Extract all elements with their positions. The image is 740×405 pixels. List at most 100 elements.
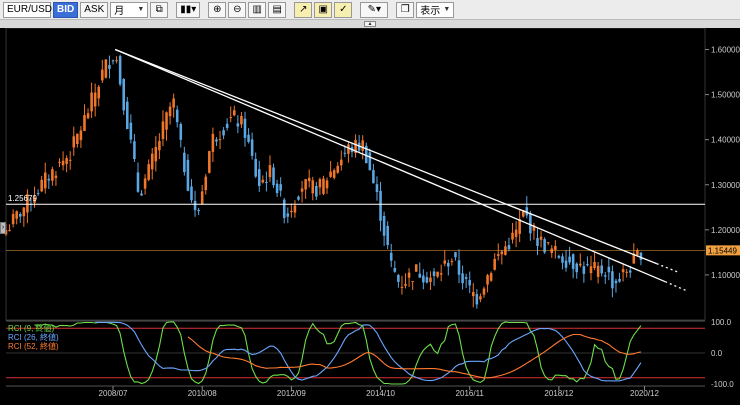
time-tick-label: 2008/07: [99, 389, 128, 398]
bull-candle: [150, 153, 154, 170]
bear-candle: [122, 79, 125, 111]
chart-grid: [5, 28, 706, 387]
symbol-select[interactable]: EUR/USD ▼: [3, 1, 62, 18]
bull-candle: [336, 165, 340, 173]
bear-candle: [257, 169, 261, 186]
bear-candle: [507, 245, 511, 250]
time-tick-label: 2016/11: [456, 389, 485, 398]
draw-tool-icon[interactable]: ✎▾: [360, 1, 389, 18]
bid-button[interactable]: BID: [53, 1, 79, 18]
bear-candle: [315, 186, 318, 197]
bear-candle: [136, 172, 140, 192]
bear-candle: [343, 152, 347, 154]
bull-candle: [15, 211, 18, 219]
bear-candle: [464, 277, 468, 279]
bull-candle: [400, 286, 404, 288]
bull-candle: [554, 245, 557, 250]
timeframe-value: 月: [114, 6, 125, 17]
bear-candle: [468, 279, 472, 286]
bear-candle: [265, 181, 268, 183]
fit-icon[interactable]: ▥: [248, 1, 267, 18]
bull-candle: [233, 110, 236, 116]
bear-candle: [575, 263, 579, 273]
bull-candle: [404, 283, 407, 286]
save-icon[interactable]: ✓: [334, 1, 353, 18]
bear-candle: [382, 215, 386, 236]
price-tick-label: 1.60000: [711, 46, 740, 55]
display-menu[interactable]: 表示 ▼: [416, 1, 455, 18]
bear-candle: [372, 170, 375, 184]
bull-candle: [22, 207, 26, 217]
bull-candle: [361, 140, 364, 151]
chart-axes: 1.60000 1.50000 1.40000 1.30000 1.20000 1.100…: [99, 46, 740, 398]
bull-candle: [79, 130, 83, 141]
collapse-handle[interactable]: ▴: [364, 21, 376, 27]
chart-toolbar: EUR/USD ▼ BID ASK 月 ▼ ⧉ ▮▮▾ ⊕ ⊖ ▥ ▤ ↗ ▣ …: [0, 0, 740, 20]
bull-candle: [154, 146, 158, 162]
bull-candle: [322, 178, 325, 194]
indicator-icon[interactable]: ↗: [294, 1, 313, 18]
bull-candle: [65, 158, 68, 164]
bear-candle: [286, 213, 290, 217]
bull-candle: [493, 258, 496, 270]
bear-candle: [571, 254, 575, 269]
bear-candle: [432, 271, 436, 276]
zoom-in-icon[interactable]: ⊕: [208, 1, 227, 18]
bull-candle: [40, 179, 43, 192]
link-icon[interactable]: ⧉: [150, 1, 169, 18]
zoom-out-icon[interactable]: ⊖: [228, 1, 247, 18]
bear-candle: [364, 145, 368, 164]
bull-candle: [340, 159, 343, 166]
bull-candle: [304, 179, 307, 190]
rci-series-line: [187, 333, 642, 379]
rci-legend-entry: RCI (26, 終値): [8, 332, 59, 342]
horizontal-line-label: 1.25679: [8, 194, 37, 203]
bull-candle: [115, 60, 118, 62]
bull-candle: [58, 161, 61, 163]
bull-candle: [347, 144, 350, 154]
bear-candle: [179, 124, 183, 140]
bull-candle: [83, 115, 86, 132]
rci-series-line: [34, 321, 642, 385]
rci-panel: 100.0 0.0 -100.0 RCI (9, 終値)RCI (26, 終値)RCI…: [6, 318, 734, 389]
bear-candle: [447, 262, 450, 267]
bear-candle: [368, 152, 372, 171]
template-icon[interactable]: ▣: [314, 1, 333, 18]
bear-candle: [543, 239, 546, 253]
left-panel-handle[interactable]: ›: [0, 222, 6, 234]
bull-candle: [496, 254, 500, 256]
bull-candle: [546, 242, 550, 244]
bear-candle: [639, 252, 643, 260]
bear-candle: [457, 260, 461, 275]
bull-candle: [329, 171, 332, 177]
time-tick-label: 2020/12: [630, 389, 659, 398]
bear-candle: [536, 237, 539, 247]
time-tick-label: 2010/08: [188, 389, 217, 398]
bear-candle: [272, 167, 275, 186]
bull-candle: [579, 263, 582, 266]
bull-candle: [211, 133, 215, 152]
bull-candle: [240, 115, 243, 125]
price-tick-label: 1.30000: [711, 181, 740, 190]
bull-candle: [472, 291, 475, 297]
bear-candle: [47, 178, 51, 181]
bear-candle: [397, 275, 400, 282]
bull-candle: [500, 251, 504, 255]
bull-candle: [165, 112, 168, 130]
scroll-icon[interactable]: ▤: [268, 1, 287, 18]
display-label: 表示: [420, 6, 441, 17]
window-icon[interactable]: ❐: [396, 1, 415, 18]
bear-candle: [297, 196, 300, 200]
price-chart[interactable]: 1.25679 1.15449 100.0 0.0 -100.0 RCI (9, 終値)…: [0, 28, 740, 405]
ask-button[interactable]: ASK: [80, 1, 109, 18]
bull-candle: [172, 98, 175, 108]
bear-candle: [628, 270, 632, 273]
timeframe-select[interactable]: 月 ▼: [110, 1, 149, 18]
bear-candle: [36, 193, 40, 195]
chart-type-icon[interactable]: ▮▮▾: [176, 1, 201, 18]
bull-candle: [596, 265, 600, 277]
bull-candle: [550, 248, 554, 254]
bear-candle: [386, 225, 389, 245]
bull-candle: [11, 213, 15, 225]
bear-candle: [461, 273, 464, 284]
